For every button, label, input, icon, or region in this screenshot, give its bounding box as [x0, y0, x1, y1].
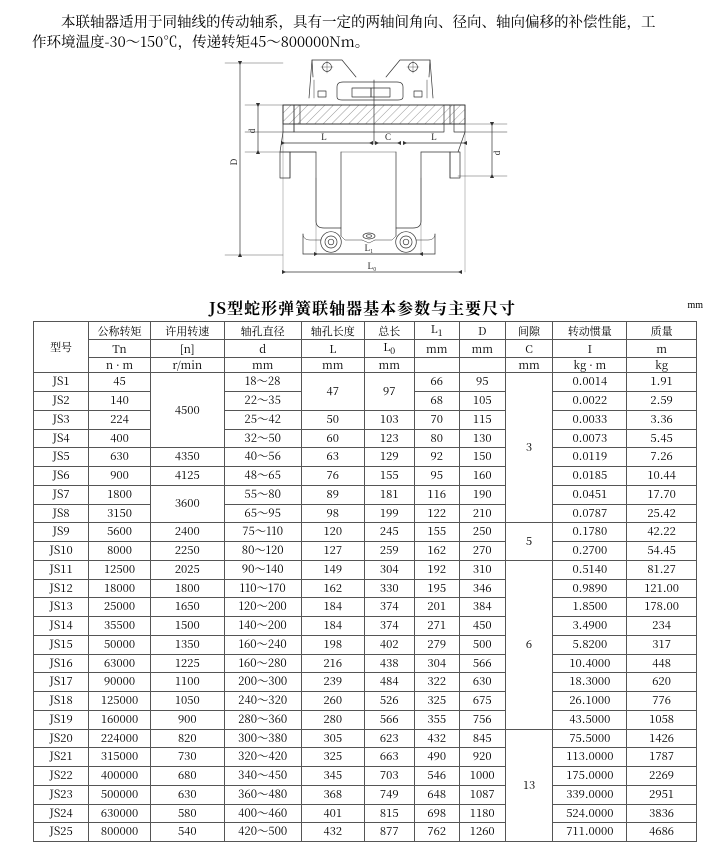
- svg-text:L₀: L₀: [368, 261, 377, 271]
- svg-text:L₁: L₁: [365, 243, 374, 253]
- svg-text:d: d: [247, 128, 257, 133]
- svg-text:D: D: [229, 158, 239, 165]
- svg-text:d: d: [492, 150, 502, 155]
- svg-text:L: L: [431, 132, 437, 142]
- svg-text:C: C: [385, 132, 391, 142]
- svg-text:L: L: [321, 132, 327, 142]
